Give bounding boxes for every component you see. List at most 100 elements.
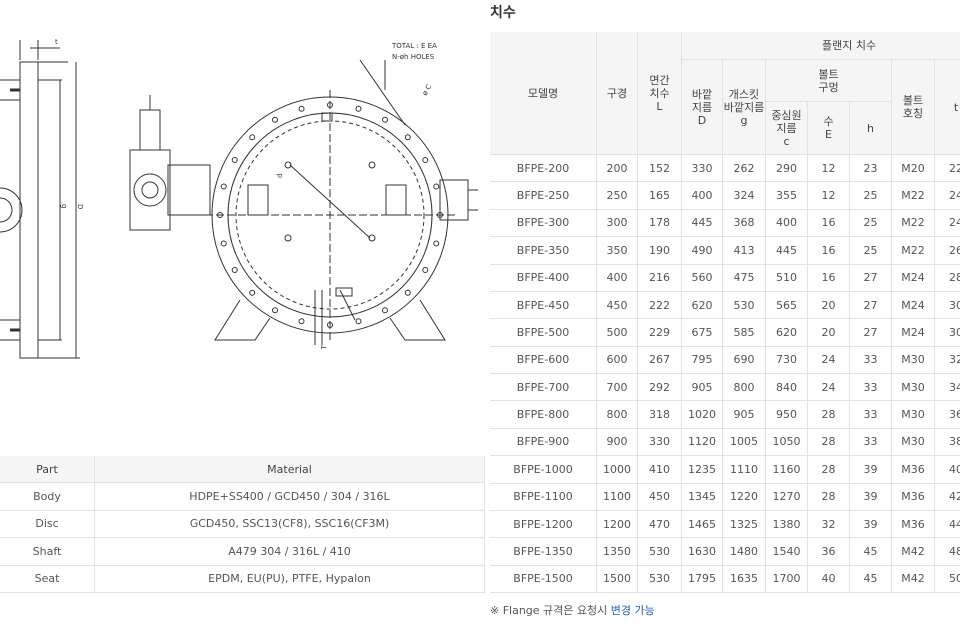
dimension-cell: M20: [892, 155, 935, 183]
dimension-cell: 840: [766, 374, 808, 402]
dimension-cell: 675: [682, 319, 723, 347]
bolt-hole: [355, 318, 362, 325]
dimension-cell: 39: [850, 483, 892, 511]
dimension-cell: 30: [935, 319, 960, 347]
dimension-cell: 1235: [682, 456, 723, 484]
dimension-cell: BFPE-800: [490, 401, 597, 429]
material-cell: Disc: [0, 510, 95, 539]
dimension-cell: 45: [850, 538, 892, 566]
dimension-cell: 16: [808, 237, 850, 265]
dimension-cell: 292: [638, 374, 682, 402]
material-header: Material: [95, 456, 485, 484]
dimension-cell: BFPE-250: [490, 182, 597, 210]
dimension-cell: 490: [682, 237, 723, 265]
dimension-cell: 1795: [682, 565, 723, 593]
label-d-outer: D: [76, 204, 84, 209]
dimension-cell: 16: [808, 209, 850, 238]
dimension-cell: 905: [682, 374, 723, 402]
dimension-cell: 34: [935, 374, 960, 402]
dimension-cell: 28: [808, 456, 850, 484]
dimension-cell: 45: [850, 565, 892, 593]
bolt-hole: [433, 240, 440, 247]
dimension-cell: M36: [892, 483, 935, 511]
dimension-cell: BFPE-1500: [490, 565, 597, 593]
label-t: t: [55, 38, 58, 46]
footnote-text: ※ Flange 규격은 요청시: [490, 604, 608, 617]
dimension-cell: 900: [597, 428, 638, 457]
dimension-cell: M42: [892, 565, 935, 593]
dimension-cell: M30: [892, 374, 935, 402]
dimension-cell: 50: [935, 566, 960, 593]
dimension-cell: BFPE-600: [490, 346, 597, 374]
dimension-cell: M36: [892, 456, 935, 484]
dimension-cell: 40: [935, 456, 960, 484]
dimension-cell: 445: [766, 237, 808, 265]
dimension-cell: 1100: [597, 483, 638, 511]
dimension-cell: 565: [766, 291, 808, 320]
bolt-hole: [298, 105, 305, 112]
dimension-cell: 267: [638, 346, 682, 374]
dimension-cell: 229: [638, 319, 682, 347]
dimension-cell: 1270: [766, 483, 808, 511]
bolt-hole: [231, 157, 238, 163]
dimension-cell: BFPE-500: [490, 319, 597, 347]
dimension-cell: M36: [892, 510, 935, 539]
dimension-cell: M24: [892, 319, 935, 347]
dimension-header: 바깥 지름 D: [682, 60, 723, 155]
dimension-cell: BFPE-1000: [490, 456, 597, 484]
dimension-header: t: [935, 60, 960, 155]
dimension-cell: 24: [935, 210, 960, 238]
dimension-cell: 350: [597, 237, 638, 265]
dimension-cell: 27: [850, 291, 892, 320]
dimension-cell: 12: [808, 155, 850, 183]
label-big-t: T: [320, 344, 329, 351]
bolt-hole: [404, 289, 411, 296]
dimension-cell: 950: [766, 401, 808, 429]
dimension-cell: M24: [892, 291, 935, 320]
dimension-cell: 40: [808, 565, 850, 593]
dimension-cell: BFPE-900: [490, 428, 597, 457]
dimension-cell: 530: [638, 538, 682, 566]
dimension-cell: 1325: [723, 510, 766, 539]
dimension-cell: 250: [597, 182, 638, 210]
dimension-cell: 222: [638, 291, 682, 320]
material-cell: HDPE+SS400 / GCD450 / 304 / 316L: [95, 483, 485, 511]
dimension-cell: 26: [935, 237, 960, 265]
dimension-header: 중심원 지름 c: [766, 102, 808, 155]
dimension-cell: 20: [808, 319, 850, 347]
dimension-cell: 25: [850, 182, 892, 210]
dimension-cell: BFPE-1350: [490, 538, 597, 566]
dimension-header: 수 E: [808, 102, 850, 155]
dimension-cell: BFPE-700: [490, 374, 597, 402]
dimension-cell: 27: [850, 264, 892, 292]
dimension-cell: 1020: [682, 401, 723, 429]
dimension-cell: BFPE-450: [490, 291, 597, 320]
dimension-cell: 500: [597, 319, 638, 347]
dimension-cell: 690: [723, 346, 766, 374]
dimension-cell: 400: [597, 264, 638, 292]
dimension-cell: 368: [723, 209, 766, 238]
dimension-cell: 318: [638, 401, 682, 429]
dimension-cell: M30: [892, 428, 935, 457]
bolt-hole: [382, 307, 388, 314]
technical-drawing: t g D TOTAL : E EA N-øh HOLES ø C d T: [0, 38, 478, 359]
dimension-cell: 300: [597, 209, 638, 238]
dimension-header: 모델명: [490, 32, 597, 155]
dimension-cell: M22: [892, 209, 935, 238]
dimension-header: 면간 치수 L: [638, 32, 682, 155]
dimension-cell: 1000: [597, 456, 638, 484]
dimension-cell: M30: [892, 346, 935, 374]
dimension-cell: 1630: [682, 538, 723, 566]
dimension-cell: 33: [850, 374, 892, 402]
dimension-cell: 510: [766, 264, 808, 292]
dimension-cell: 42: [935, 484, 960, 511]
dimension-cell: 600: [597, 346, 638, 374]
dimension-cell: 24: [935, 182, 960, 210]
dimension-cell: 800: [723, 374, 766, 402]
dimension-cell: 585: [723, 319, 766, 347]
dimension-cell: 30: [935, 292, 960, 320]
material-cell: EPDM, EU(PU), PTFE, Hypalon: [95, 565, 485, 593]
dimension-cell: 16: [808, 264, 850, 292]
dimension-cell: 25: [850, 209, 892, 238]
